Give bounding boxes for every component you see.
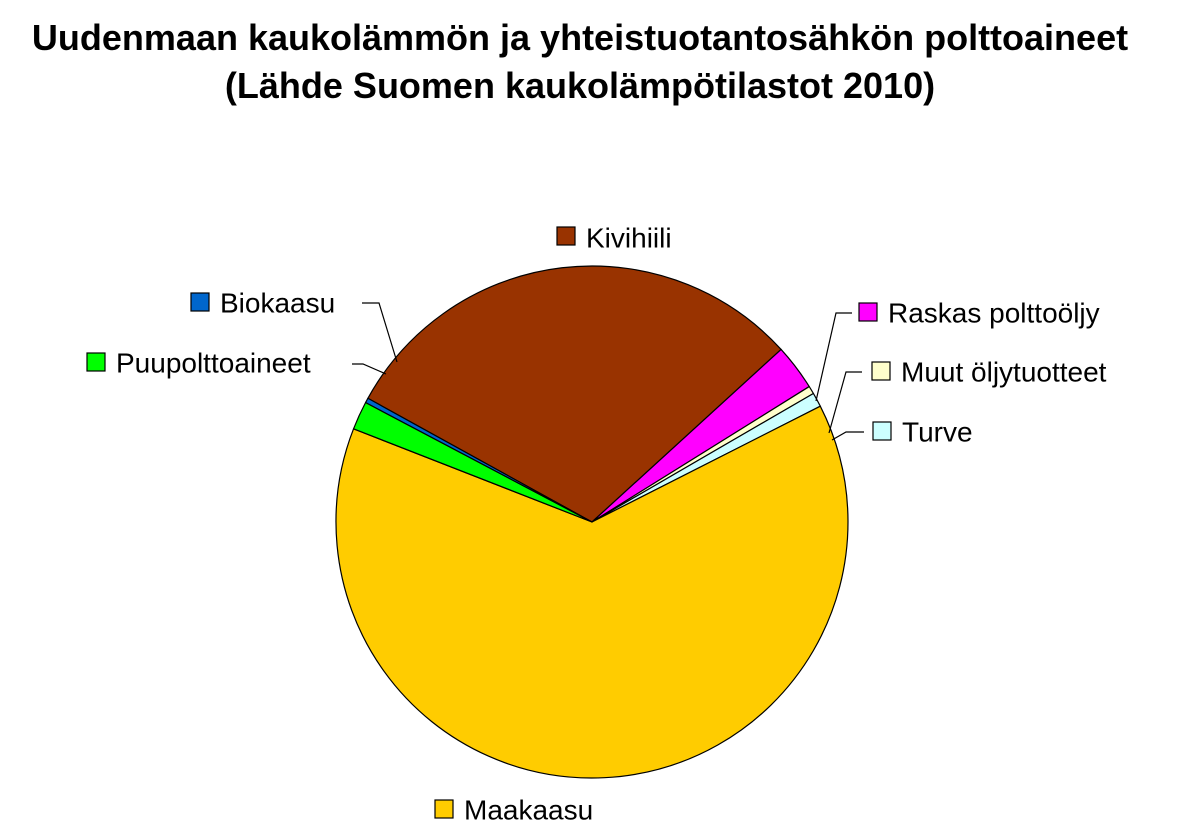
label-swatch-4 xyxy=(434,799,454,819)
slice-label-3: Turve xyxy=(902,417,973,448)
label-swatch-1 xyxy=(858,302,878,322)
leader-line-1 xyxy=(815,312,852,402)
label-swatch-6 xyxy=(190,292,210,312)
label-swatch-5 xyxy=(86,352,106,372)
slice-label-1: Raskas polttoöljy xyxy=(888,298,1100,329)
leader-line-5 xyxy=(352,363,387,375)
pie-slice-6 xyxy=(364,397,593,523)
slice-label-2: Muut öljytuotteet xyxy=(901,357,1107,388)
chart-title-line: Uudenmaan kaukolämmön ja yhteistuotantos… xyxy=(31,17,1129,58)
pie-labels: Kivihiili Raskas polttoöljy Muut öljytuott… xyxy=(86,223,1107,826)
label-swatch-3 xyxy=(872,421,892,441)
slice-label-6: Biokaasu xyxy=(220,288,335,319)
pie-slice-0 xyxy=(367,265,782,523)
leader-line-2 xyxy=(828,371,862,434)
leader-line-6 xyxy=(362,302,398,363)
slice-label-5: Puupolttoaineet xyxy=(116,348,311,379)
pie-slice-4 xyxy=(335,405,849,779)
chart-title: Uudenmaan kaukolämmön ja yhteistuotantos… xyxy=(0,14,1160,110)
slice-label-0: Kivihiili xyxy=(586,223,672,254)
leader-line-3 xyxy=(831,431,864,441)
chart-subtitle-line: (Lähde Suomen kaukolämpötilastot 2010) xyxy=(224,65,936,106)
pie-slices xyxy=(335,265,849,779)
label-swatch-2 xyxy=(871,361,891,381)
label-swatch-0 xyxy=(556,226,576,246)
slice-label-4: Maakaasu xyxy=(464,795,593,826)
